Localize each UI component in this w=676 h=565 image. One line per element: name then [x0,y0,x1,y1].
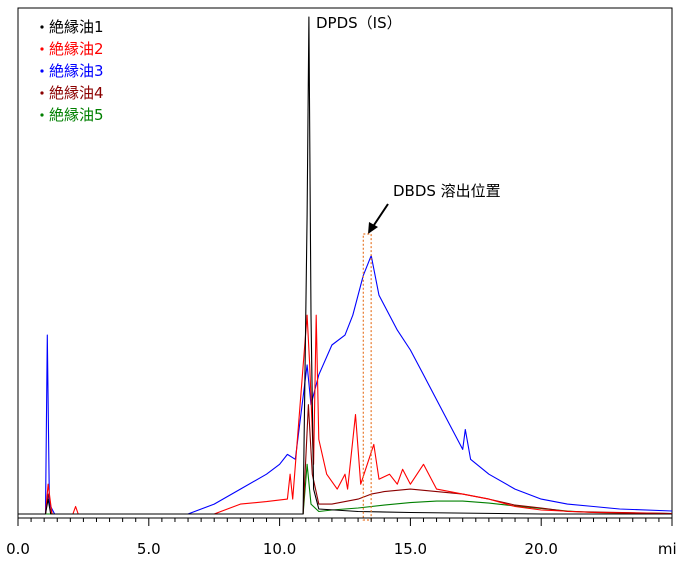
dbds-arrow-head [368,222,378,234]
dbds-marker-label: DBDS 溶出位置 [393,182,501,200]
x-axis: 0.0 5.0 10.0 15.0 20.0 min [6,517,676,558]
legend-marker [40,113,44,117]
legend-marker [40,25,44,29]
legend-marker [40,47,44,51]
peak-label: DPDS（IS） [316,14,402,32]
plot-frame [17,7,673,519]
x-tick-label: 15.0 [394,540,427,558]
series-group [18,16,673,515]
x-unit-label: min [658,540,676,558]
dbds-marker-box [362,233,372,521]
legend-label: 絶縁油1 [49,18,104,36]
x-tick-label: 10.0 [263,540,296,558]
legend-marker [40,91,44,95]
annotation-group: DPDS（IS） DBDS 溶出位置 [316,14,501,521]
legend-label: 絶縁油4 [49,84,104,102]
legend-label: 絶縁油2 [49,40,104,58]
x-tick-label: 5.0 [137,540,161,558]
x-tick-label: 0.0 [6,540,30,558]
legend: 絶縁油1 絶縁油2 絶縁油3 絶縁油4 絶縁油5 [40,18,104,124]
legend-marker [40,69,44,73]
dbds-arrow-line [371,203,389,229]
series-line-3 [18,255,673,515]
x-tick-label: 20.0 [524,540,557,558]
legend-label: 絶縁油5 [49,106,104,124]
legend-label: 絶縁油3 [49,62,104,80]
series-line-1 [18,16,672,515]
